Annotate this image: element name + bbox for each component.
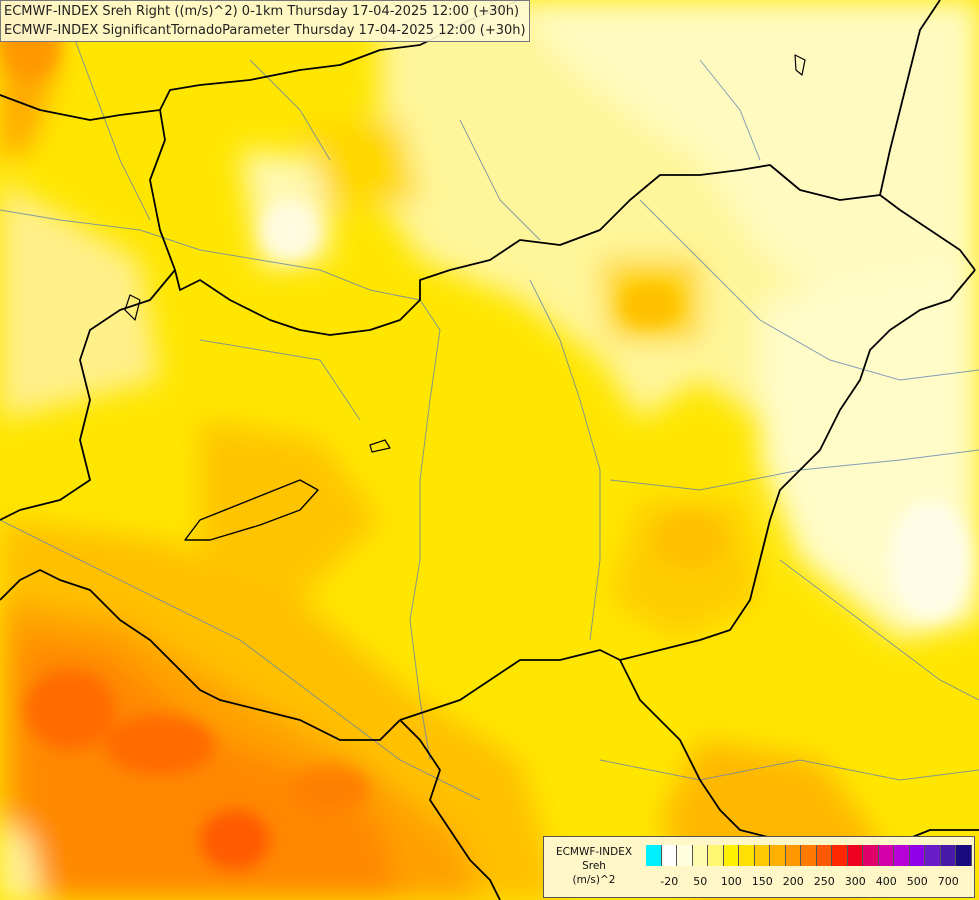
legend-swatch (661, 845, 677, 866)
legend-swatch (677, 845, 693, 866)
legend-swatch (816, 845, 832, 866)
legend-swatch (956, 845, 972, 866)
legend-swatch (708, 845, 724, 866)
legend-swatch (723, 845, 739, 866)
legend-swatch (909, 845, 925, 866)
legend-tick-label: 500 (906, 875, 928, 888)
legend-title: ECMWF-INDEX (555, 846, 633, 858)
legend-swatch (925, 845, 941, 866)
legend-variable: Sreh (582, 860, 606, 872)
map-title-box: ECMWF-INDEX Sreh Right ((m/s)^2) 0-1km T… (0, 0, 530, 42)
legend-swatch (770, 845, 786, 866)
legend-swatch (832, 845, 848, 866)
legend-swatch (785, 845, 801, 866)
legend-tick-label: 700 (937, 875, 959, 888)
field-core (0, 0, 970, 870)
legend-swatch (754, 845, 770, 866)
legend-tick-label: 200 (782, 875, 804, 888)
legend-tick-label: 300 (844, 875, 866, 888)
legend-tick-label: 50 (693, 875, 708, 888)
legend-tick-label: 150 (751, 875, 773, 888)
legend-swatch (646, 845, 662, 866)
legend-swatch (878, 845, 894, 866)
map-title-line-1: ECMWF-INDEX Sreh Right ((m/s)^2) 0-1km T… (4, 4, 520, 19)
legend-swatch (940, 845, 956, 866)
legend-swatch (739, 845, 755, 866)
legend-tick-label: 400 (875, 875, 897, 888)
legend-unit: (m/s)^2 (572, 874, 616, 886)
legend-tick-label: -20 (660, 875, 679, 888)
legend-swatch (692, 845, 708, 866)
legend-label: ECMWF-INDEX Sreh (m/s)^2 (544, 845, 644, 887)
map-title-line-2: ECMWF-INDEX SignificantTornadoParameter … (4, 23, 526, 38)
legend-ticks: -20 50 100 150 200 250 300 400 500 700 (646, 875, 970, 889)
legend-swatch (847, 845, 863, 866)
color-legend: ECMWF-INDEX Sreh (m/s)^2 -20 50 100 150 200 2… (543, 836, 975, 898)
legend-swatch (894, 845, 910, 866)
legend-swatch (863, 845, 879, 866)
legend-tick-label: 250 (813, 875, 835, 888)
legend-swatch (801, 845, 817, 866)
legend-tick-label: 100 (720, 875, 742, 888)
